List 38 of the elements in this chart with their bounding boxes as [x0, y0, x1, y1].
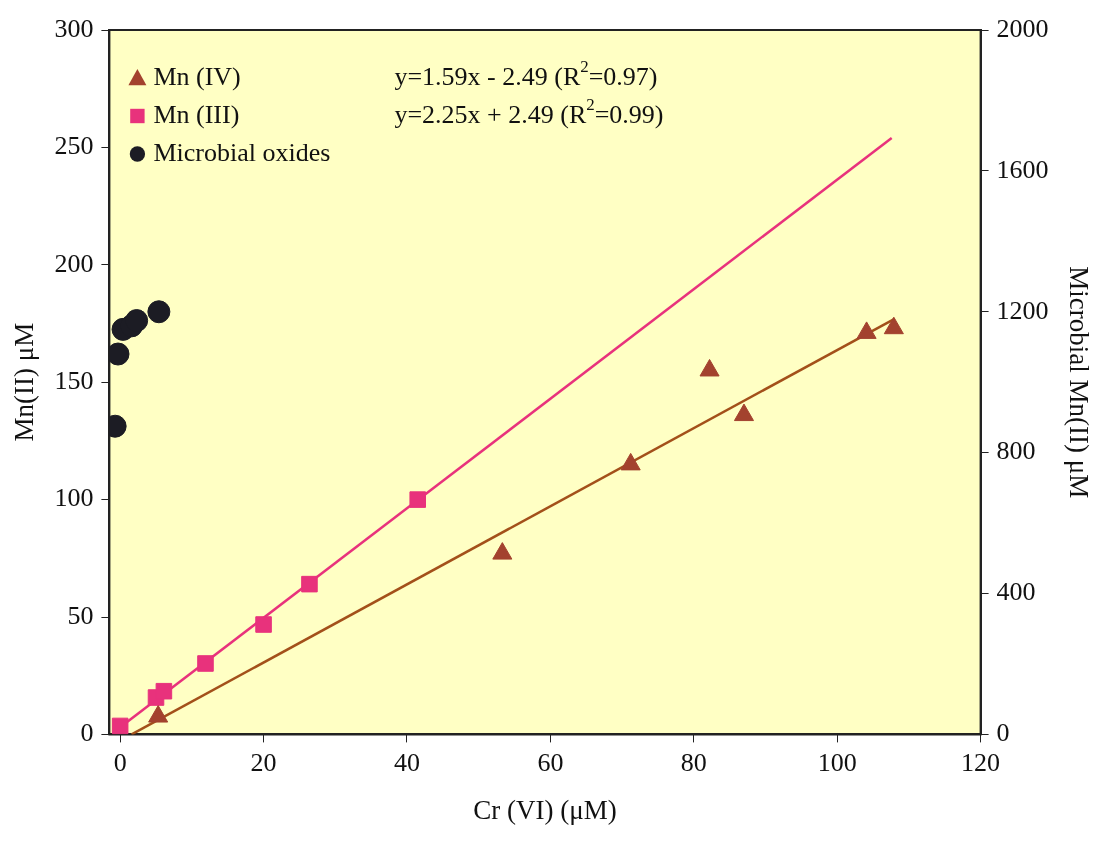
y2-tick-label: 1200	[996, 295, 1049, 325]
x-tick-label: 20	[250, 747, 277, 777]
x-tick-label: 100	[817, 747, 857, 777]
y2-tick-label: 0	[996, 718, 1010, 748]
legend-label: Microbial oxides	[153, 137, 331, 167]
point	[856, 321, 877, 339]
point	[155, 682, 173, 700]
point	[111, 717, 129, 735]
x-tick-label: 80	[680, 747, 707, 777]
legend-label: Mn (IV)	[153, 61, 241, 91]
y2-tick-label: 2000	[996, 13, 1049, 43]
x-tick-label: 40	[393, 747, 420, 777]
point	[255, 616, 272, 633]
point	[409, 491, 426, 508]
y2-tick-label: 400	[996, 577, 1036, 607]
y-tick-label: 150	[54, 366, 94, 396]
y2-axis-title: Microbial Mn(II) μM	[1063, 266, 1094, 499]
x-axis-title: Cr (VI) (μM)	[473, 794, 617, 825]
y-tick-label: 200	[54, 248, 94, 278]
point	[197, 655, 214, 672]
legend-label: Mn (III)	[153, 99, 240, 129]
y-tick-label: 0	[80, 718, 94, 748]
y2-tick-label: 800	[996, 436, 1036, 466]
point	[883, 316, 904, 335]
y-tick-label: 50	[67, 600, 94, 630]
y-tick-label: 300	[54, 13, 94, 43]
point	[620, 452, 641, 471]
x-tick-label: 60	[537, 747, 564, 777]
point	[733, 403, 754, 422]
point	[301, 575, 318, 593]
point	[492, 542, 513, 560]
y2-tick-label: 1600	[996, 154, 1049, 184]
y-tick-label: 250	[54, 131, 94, 161]
point	[699, 358, 720, 377]
x-tick-label: 120	[961, 747, 1001, 777]
y-axis-title: Mn(II) μM	[9, 322, 40, 442]
x-tick-label: 0	[113, 747, 127, 777]
y-tick-label: 100	[54, 483, 94, 513]
